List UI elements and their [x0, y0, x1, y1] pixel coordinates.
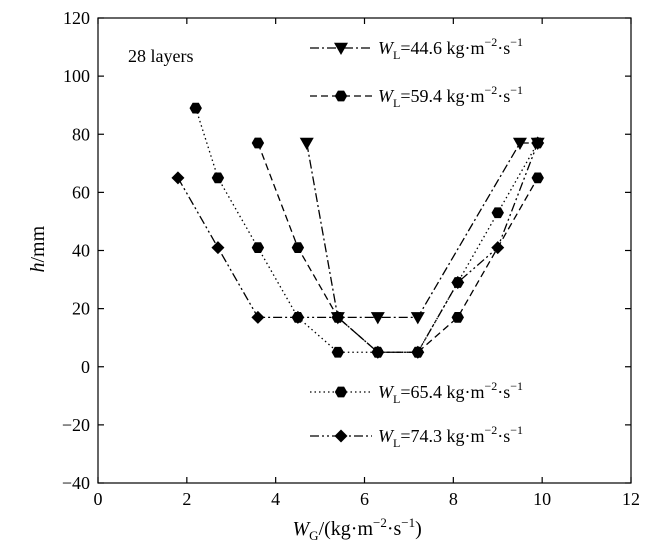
annotation-layers: 28 layers: [128, 46, 193, 66]
y-tick-label: 100: [63, 66, 90, 86]
data-point: [371, 345, 385, 359]
x-tick-label: 6: [360, 489, 369, 509]
y-tick-label: −20: [62, 415, 90, 435]
series-layer: [171, 102, 545, 359]
legend-layer: WL=44.6 kg·m−2·s−1 WL=59.4 kg·m−2·s−1 WL=6…: [310, 35, 523, 450]
data-point: [491, 207, 504, 219]
legend-label: WL=65.4 kg·m−2·s−1: [378, 379, 523, 406]
data-point: [531, 136, 545, 150]
legend-label: WL=44.6 kg·m−2·s−1: [378, 35, 523, 62]
legend-marker: [334, 42, 348, 55]
y-tick-label: 60: [72, 182, 90, 202]
x-tick-label: 2: [182, 489, 191, 509]
data-point: [512, 137, 527, 150]
data-point: [251, 242, 265, 253]
x-tick-label: 8: [449, 489, 458, 509]
x-tick-label: 4: [271, 489, 280, 509]
data-point: [331, 310, 345, 324]
data-point: [451, 275, 465, 289]
data-point: [411, 345, 425, 359]
data-point: [491, 241, 505, 255]
y-tick-label: 80: [72, 124, 90, 144]
data-point: [291, 310, 305, 324]
y-tick-label: 20: [72, 299, 90, 319]
titles-layer: WG/(kg·m−2·s−1) h/mm: [27, 225, 422, 543]
axes-layer: 0 2 4 6 8 10 12 −40 −20 0 20 40 60 80 100 120: [62, 8, 640, 509]
data-point: [171, 171, 185, 185]
x-tick-label: 12: [622, 489, 640, 509]
y-tick-label: −40: [62, 473, 90, 493]
data-point: [451, 311, 464, 323]
legend-entry-4: WL=74.3 kg·m−2·s−1: [310, 423, 523, 450]
series-line: [195, 107, 539, 353]
y-tick-label: 120: [63, 8, 90, 28]
legend-entry-1: WL=44.6 kg·m−2·s−1: [310, 35, 523, 62]
legend-entry-3: WL=65.4 kg·m−2·s−1: [310, 379, 523, 406]
data-point: [251, 310, 265, 324]
data-point: [291, 242, 305, 253]
series-line: [177, 142, 539, 353]
y-tick-label: 0: [81, 357, 90, 377]
data-point: [251, 137, 265, 149]
legend-label: WL=74.3 kg·m−2·s−1: [378, 423, 523, 450]
data-point: [211, 172, 225, 184]
y-axis-title: h/mm: [27, 225, 49, 272]
legend-label: WL=59.4 kg·m−2·s−1: [378, 83, 523, 110]
x-tick-label: 0: [94, 489, 103, 509]
data-point: [370, 312, 385, 325]
y-tick-label: 40: [72, 241, 90, 261]
x-axis-title: WG/(kg·m−2·s−1): [293, 515, 422, 543]
x-tick-label: 10: [533, 489, 551, 509]
legend-entry-2: WL=59.4 kg·m−2·s−1: [310, 83, 523, 110]
data-point: [299, 137, 314, 150]
data-point: [410, 312, 425, 325]
data-point: [189, 102, 202, 114]
data-point: [331, 346, 345, 358]
series-4: [171, 136, 545, 359]
data-point: [531, 172, 544, 184]
legend-marker: [334, 90, 348, 102]
legend-marker: [334, 386, 348, 398]
data-point: [211, 241, 225, 255]
legend-marker: [334, 429, 348, 443]
